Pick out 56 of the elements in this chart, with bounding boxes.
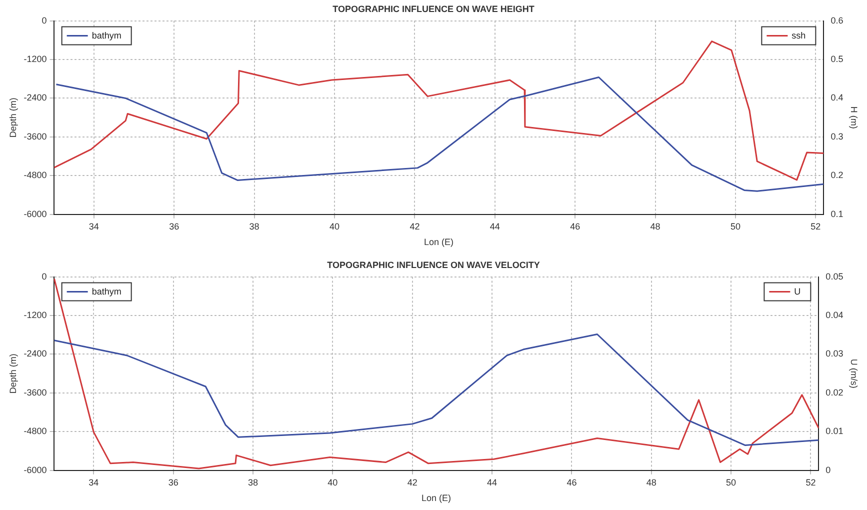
x-tick-label: 52 (810, 221, 821, 232)
y2-tick-label: 0.01 (826, 426, 844, 436)
y-tick-label: -4800 (24, 426, 47, 436)
y2-axis-title: H (m) (849, 106, 860, 129)
y2-tick-label: 0.1 (830, 208, 844, 219)
y2-tick-label: 0.02 (826, 387, 844, 398)
y2-tick-label: 0.04 (826, 310, 844, 320)
legend-label: bathym (92, 30, 122, 40)
x-tick-label: 50 (730, 221, 740, 232)
x-tick-label: 40 (329, 221, 340, 232)
y2-axis-title: U (m/s) (849, 358, 860, 388)
chart-title: TOPOGRAPHIC INFLUENCE ON WAVE VELOCITY (327, 260, 540, 270)
y-tick-label: 0 (42, 271, 47, 282)
x-tick-label: 42 (407, 477, 418, 488)
x-tick-label: 36 (169, 221, 180, 232)
x-tick-label: 38 (248, 477, 258, 488)
y-axis-title: Depth (m) (8, 354, 18, 394)
x-tick-label: 42 (410, 221, 420, 232)
y-tick-label: -1200 (24, 54, 47, 64)
y2-tick-label: 0.2 (830, 170, 844, 180)
y2-tick-label: 0.05 (826, 271, 844, 282)
x-tick-label: 40 (328, 477, 338, 488)
x-tick-label: 34 (88, 477, 99, 488)
x-axis-title: Lon (E) (421, 493, 452, 504)
x-tick-label: 48 (646, 477, 656, 488)
y-tick-label: -2400 (24, 92, 47, 103)
y-tick-label: -3600 (24, 131, 47, 142)
x-tick-label: 52 (806, 477, 816, 488)
y-tick-label: -6000 (24, 208, 47, 219)
y-axis-title: Depth (m) (8, 98, 18, 138)
x-axis-title: Lon (E) (424, 237, 454, 248)
y-tick-label: 0 (42, 15, 47, 26)
y-tick-label: -2400 (24, 348, 47, 359)
y-tick-label: -4800 (24, 170, 47, 180)
y2-tick-label: 0.03 (826, 348, 844, 359)
x-tick-label: 48 (650, 221, 660, 232)
chart-title: TOPOGRAPHIC INFLUENCE ON WAVE HEIGHT (332, 4, 535, 14)
legend-label: ssh (792, 30, 806, 40)
x-tick-label: 44 (490, 221, 500, 232)
x-tick-label: 34 (88, 221, 99, 232)
y2-tick-label: 0.5 (830, 54, 844, 64)
y-tick-label: -3600 (24, 387, 47, 398)
y2-tick-label: 0.3 (830, 131, 844, 142)
y2-tick-label: 0.4 (830, 92, 844, 103)
legend-label: U (794, 286, 801, 296)
y2-tick-label: 0 (826, 464, 831, 475)
x-tick-label: 46 (570, 221, 580, 232)
x-tick-label: 38 (249, 221, 260, 232)
y-tick-label: -6000 (24, 464, 47, 475)
x-tick-label: 44 (487, 477, 498, 488)
x-tick-label: 36 (168, 477, 178, 488)
y2-tick-label: 0.6 (830, 15, 844, 26)
y-tick-label: -1200 (24, 310, 47, 320)
legend-label: bathym (92, 286, 122, 296)
x-tick-label: 46 (566, 477, 577, 488)
x-tick-label: 50 (726, 477, 736, 488)
